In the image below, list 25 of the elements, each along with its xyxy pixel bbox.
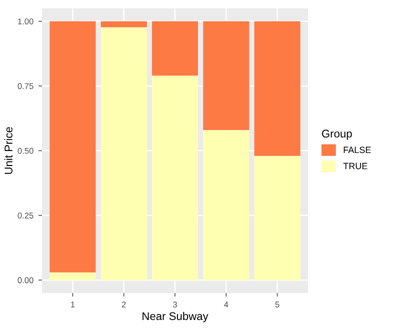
legend-label: TRUE (343, 162, 368, 170)
y-tick-label: 0.50 (18, 148, 34, 154)
x-axis-title: Near Subway (142, 312, 208, 322)
x-tick-label: 2 (122, 302, 126, 308)
x-tick-label: 3 (173, 302, 177, 308)
x-tick-label: 1 (71, 302, 75, 308)
bar (203, 21, 250, 130)
legend-title: Group (322, 130, 352, 140)
bar (254, 156, 300, 280)
y-tick-label: 0.25 (18, 212, 34, 218)
bar (203, 130, 250, 280)
bar (152, 21, 198, 76)
y-tick-label: 0.75 (18, 83, 34, 90)
legend-label: FALSE (344, 146, 371, 154)
x-tick-label: 4 (224, 302, 228, 308)
bar (100, 27, 147, 280)
x-tick-label: 5 (275, 302, 280, 308)
y-tick-label: 1.00 (18, 18, 34, 24)
bar (50, 272, 96, 280)
bar (50, 21, 96, 272)
bar (152, 76, 198, 280)
bar (100, 21, 147, 28)
y-tick-label: 0.00 (18, 277, 34, 284)
bar (254, 21, 300, 156)
y-axis-title: Unit Price (4, 127, 12, 174)
